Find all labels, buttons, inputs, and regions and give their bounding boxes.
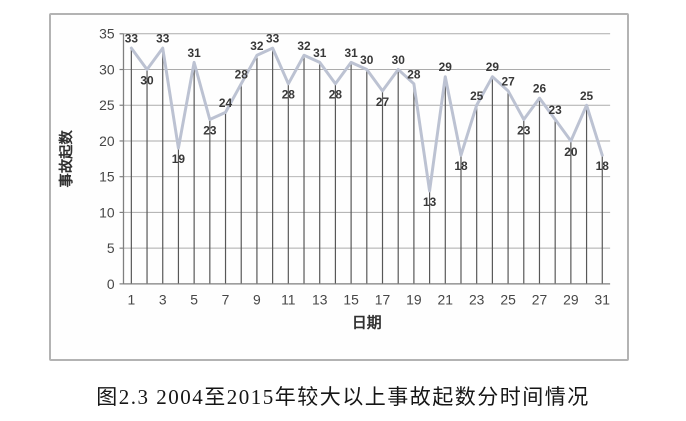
y-axis-title: 事故起数 bbox=[57, 130, 75, 188]
drop-lines bbox=[130, 48, 603, 284]
svg-text:26: 26 bbox=[533, 82, 547, 96]
svg-text:32: 32 bbox=[297, 39, 311, 53]
svg-text:13: 13 bbox=[423, 195, 437, 209]
svg-text:18: 18 bbox=[454, 159, 468, 173]
svg-text:33: 33 bbox=[266, 32, 280, 46]
svg-text:28: 28 bbox=[282, 88, 296, 102]
svg-text:13: 13 bbox=[312, 292, 328, 308]
svg-text:20: 20 bbox=[99, 133, 115, 149]
svg-text:28: 28 bbox=[329, 88, 343, 102]
svg-text:23: 23 bbox=[203, 123, 217, 137]
svg-text:23: 23 bbox=[469, 292, 485, 308]
svg-text:25: 25 bbox=[470, 89, 484, 103]
svg-text:25: 25 bbox=[500, 292, 516, 308]
svg-text:27: 27 bbox=[501, 75, 515, 89]
svg-text:5: 5 bbox=[190, 292, 198, 308]
svg-text:29: 29 bbox=[439, 60, 453, 74]
svg-text:23: 23 bbox=[549, 103, 563, 117]
svg-text:35: 35 bbox=[99, 26, 115, 42]
svg-text:29: 29 bbox=[486, 60, 500, 74]
x-axis-title: 日期 bbox=[352, 313, 382, 331]
svg-text:23: 23 bbox=[517, 123, 531, 137]
svg-text:25: 25 bbox=[99, 97, 115, 113]
svg-text:32: 32 bbox=[250, 39, 264, 53]
svg-text:20: 20 bbox=[564, 145, 578, 159]
svg-text:30: 30 bbox=[360, 53, 374, 67]
svg-text:31: 31 bbox=[313, 46, 327, 60]
svg-text:25: 25 bbox=[580, 89, 594, 103]
y-tick-labels: 0 5 10 15 20 25 30 35 bbox=[99, 26, 115, 292]
svg-text:31: 31 bbox=[595, 292, 611, 308]
svg-text:28: 28 bbox=[407, 67, 421, 81]
axes bbox=[119, 33, 611, 285]
svg-text:30: 30 bbox=[140, 73, 154, 87]
svg-text:31: 31 bbox=[188, 46, 202, 60]
svg-text:28: 28 bbox=[235, 67, 249, 81]
svg-text:7: 7 bbox=[222, 292, 230, 308]
svg-text:30: 30 bbox=[392, 53, 406, 67]
svg-text:17: 17 bbox=[375, 292, 391, 308]
svg-text:9: 9 bbox=[253, 292, 261, 308]
svg-text:15: 15 bbox=[343, 292, 359, 308]
svg-text:5: 5 bbox=[107, 240, 115, 256]
series-line bbox=[129, 46, 604, 193]
figure-caption: 图2.3 2004至2015年较大以上事故起数分时间情况 bbox=[96, 385, 590, 409]
svg-text:30: 30 bbox=[99, 61, 115, 77]
x-tick-labels: 1 3 5 7 9 11 13 15 17 19 21 23 25 27 29 31 bbox=[127, 292, 610, 308]
svg-text:1: 1 bbox=[127, 292, 135, 308]
svg-text:0: 0 bbox=[107, 276, 115, 292]
svg-text:10: 10 bbox=[99, 204, 115, 220]
svg-text:24: 24 bbox=[219, 96, 233, 110]
svg-text:29: 29 bbox=[563, 292, 579, 308]
svg-text:11: 11 bbox=[281, 292, 296, 308]
svg-text:19: 19 bbox=[172, 152, 186, 166]
svg-text:3: 3 bbox=[159, 292, 167, 308]
svg-text:15: 15 bbox=[99, 169, 115, 185]
chart-frame: 0 5 10 15 20 25 30 35 1 3 5 7 9 11 13 15 17 19 21 23 25 27 29 3… bbox=[49, 13, 629, 361]
svg-text:27: 27 bbox=[376, 95, 390, 109]
svg-text:31: 31 bbox=[344, 46, 358, 60]
svg-text:33: 33 bbox=[125, 32, 139, 46]
svg-text:19: 19 bbox=[406, 292, 422, 308]
svg-text:18: 18 bbox=[596, 159, 610, 173]
data-labels: 3330331931232428323328323128313027302813… bbox=[125, 32, 610, 209]
svg-text:21: 21 bbox=[438, 292, 454, 308]
svg-text:27: 27 bbox=[532, 292, 548, 308]
svg-text:33: 33 bbox=[156, 32, 170, 46]
